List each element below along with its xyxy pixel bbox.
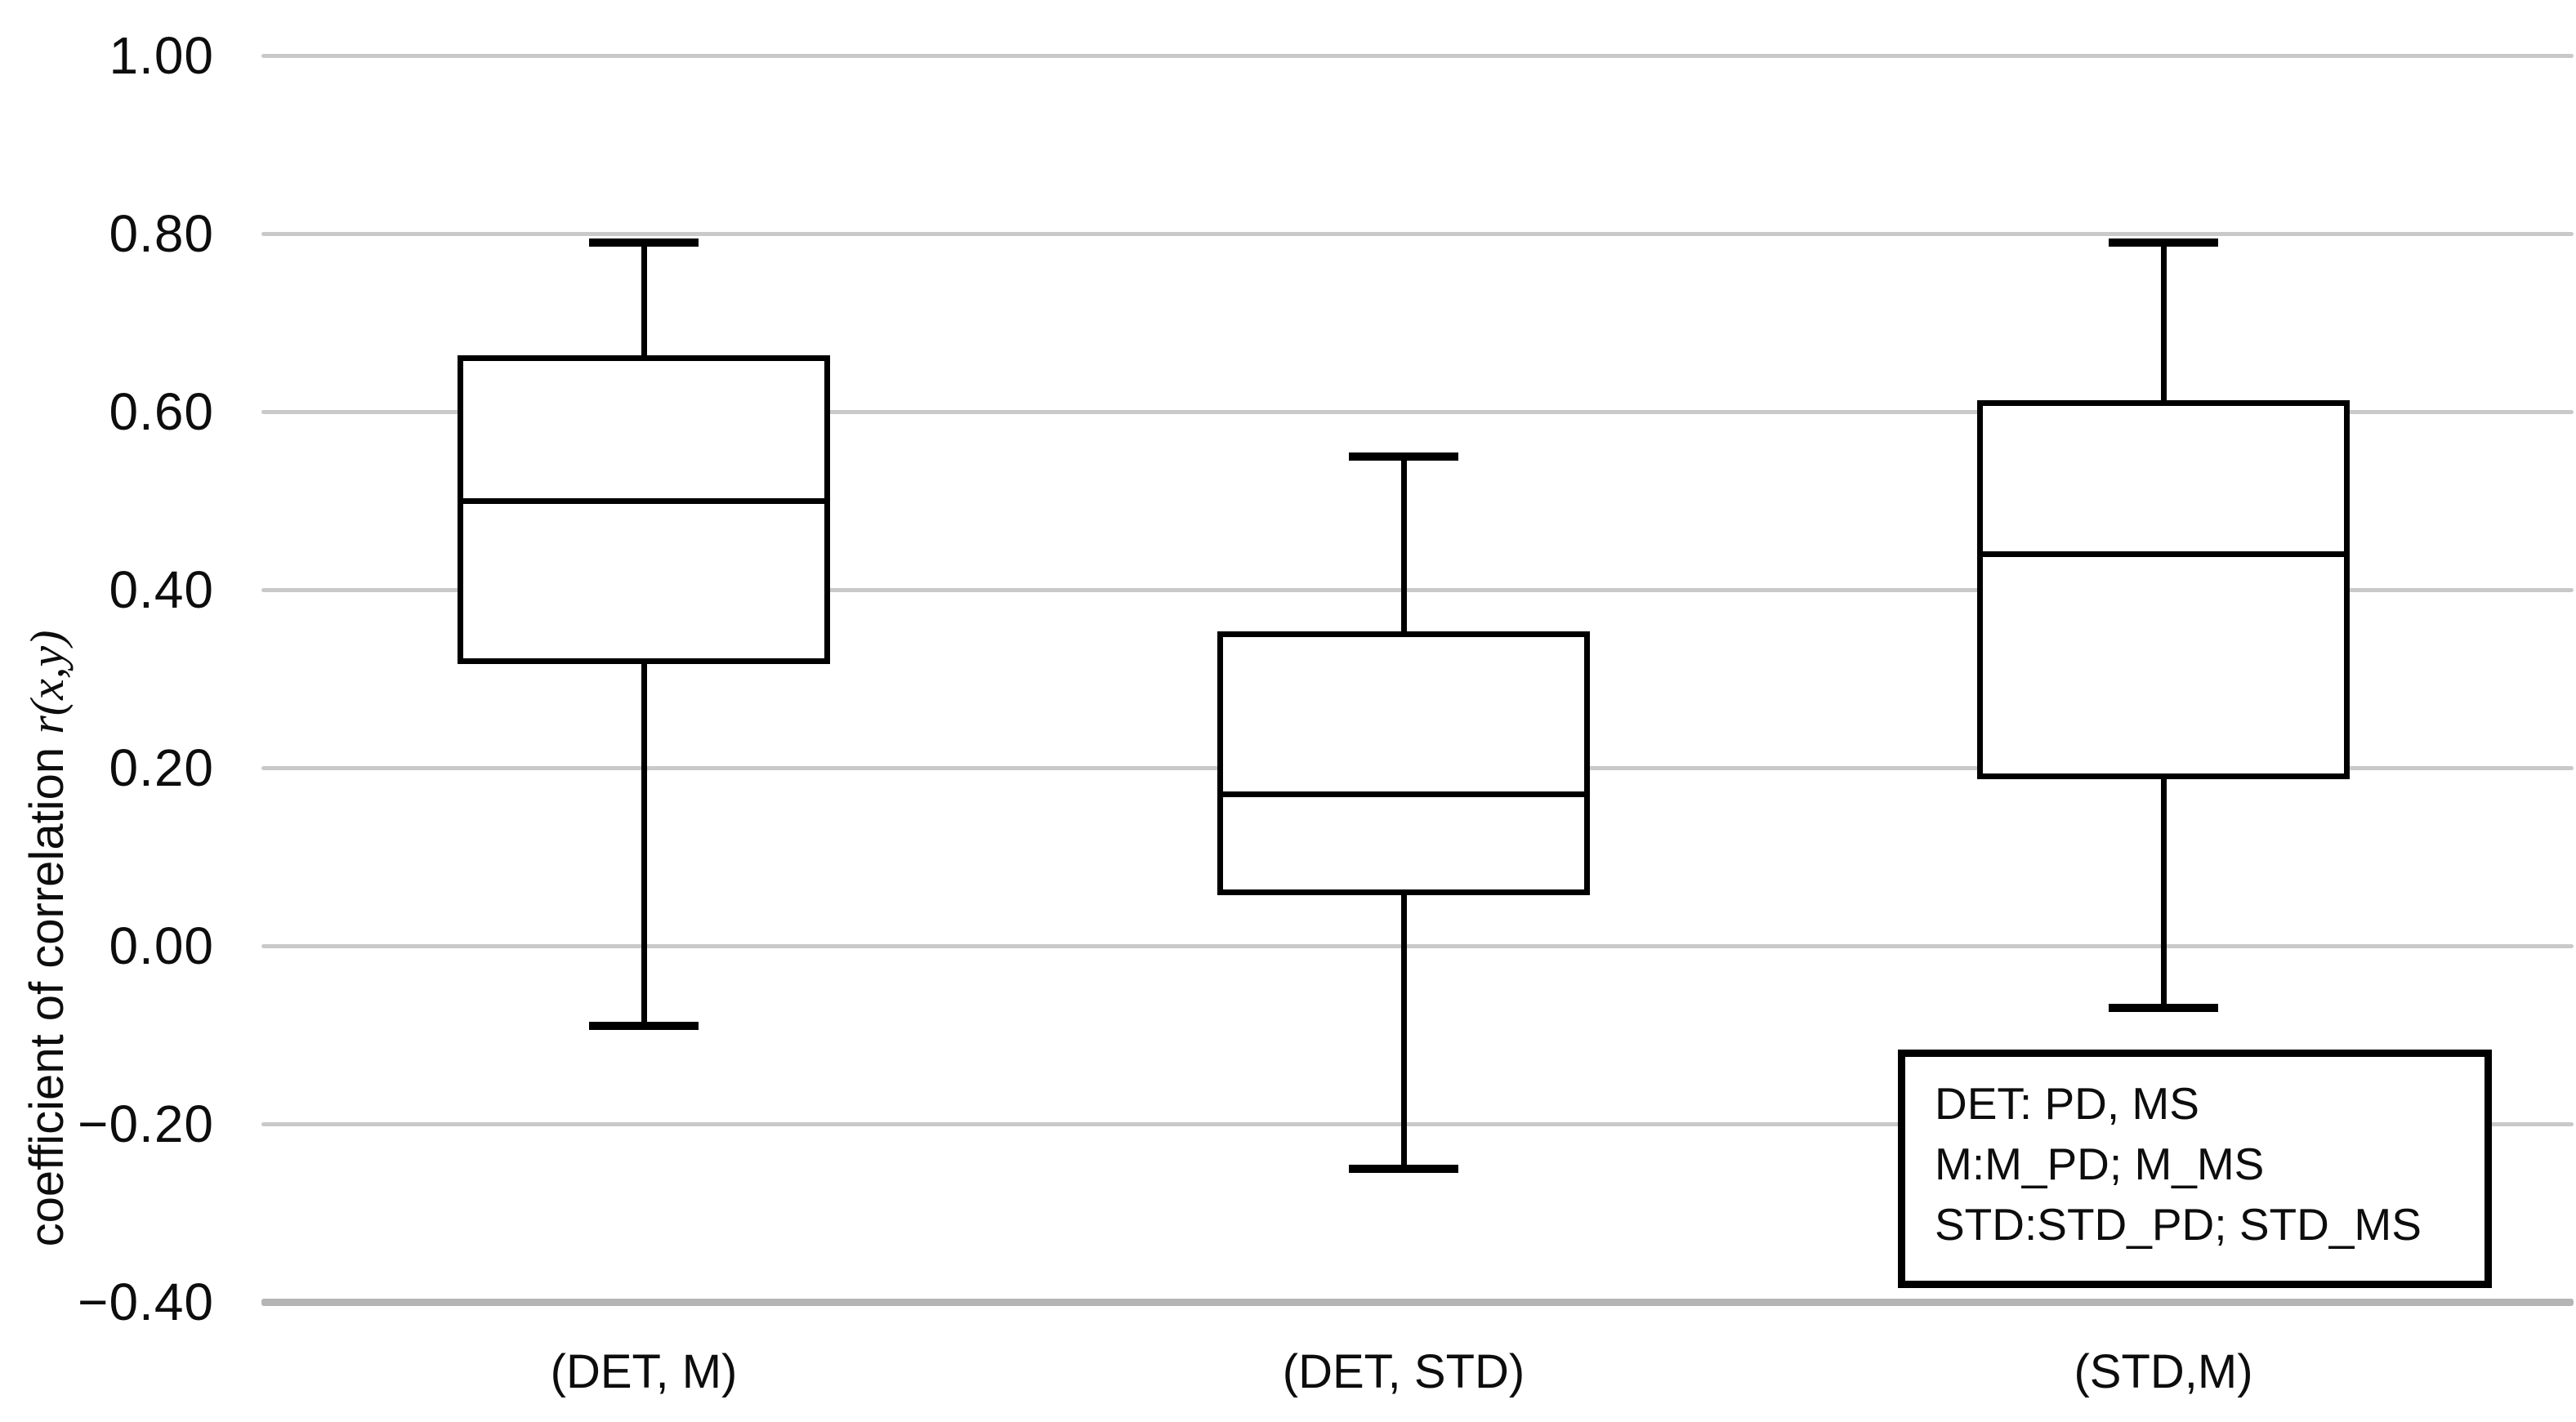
gridline [261, 231, 2574, 236]
x-tick-label: (DET, M) [550, 1345, 738, 1398]
gridline [261, 53, 2574, 58]
whisker-cap-bottom [2109, 1004, 2218, 1013]
legend: DET: PD, MS M:M_PD; M_MS STD:STD_PD; STD… [1898, 1050, 2492, 1288]
y-tick-label: −0.20 [78, 1094, 214, 1153]
y-tick-label: 0.20 [109, 738, 214, 797]
legend-line: M:M_PD; M_MS [1935, 1139, 2265, 1189]
y-tick-label: 0.80 [109, 204, 214, 263]
whisker-cap-top [2109, 238, 2218, 247]
box-iqr [1977, 399, 2350, 780]
y-tick-label: 0.40 [109, 560, 214, 619]
gridline [261, 587, 2574, 592]
y-tick-label: 0.00 [109, 916, 214, 975]
x-tick-label: (STD,M) [2074, 1345, 2253, 1398]
y-tick-label: 1.00 [109, 26, 214, 85]
box-iqr [1217, 631, 1590, 896]
whisker-cap-top [1349, 452, 1458, 461]
y-tick-label: 0.60 [109, 382, 214, 441]
gridline [261, 1121, 2574, 1126]
median-line [463, 497, 824, 504]
legend-line: DET: PD, MS [1935, 1078, 2199, 1129]
x-tick-label: (DET, STD) [1282, 1345, 1525, 1398]
box-iqr [458, 355, 830, 664]
median-line [1223, 791, 1584, 798]
gridline [261, 409, 2574, 414]
x-axis-line [261, 1298, 2574, 1306]
whisker-cap-bottom [589, 1022, 699, 1031]
whisker-cap-bottom [1349, 1164, 1458, 1173]
median-line [1983, 551, 2344, 557]
gridline [261, 943, 2574, 948]
legend-line: STD:STD_PD; STD_MS [1935, 1199, 2422, 1250]
whisker-cap-top [589, 238, 699, 247]
y-tick-label: −0.40 [78, 1273, 214, 1331]
